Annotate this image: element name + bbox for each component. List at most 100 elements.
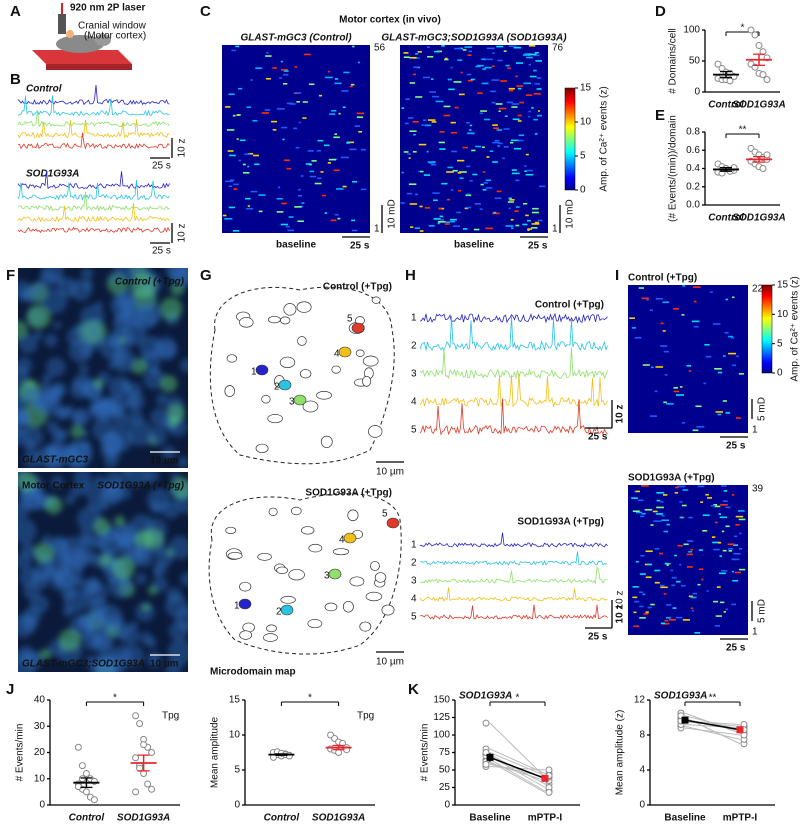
heatmap-event — [468, 50, 472, 53]
heatmap-event — [222, 214, 227, 217]
heatmap-event — [492, 90, 495, 93]
microdomain — [280, 316, 291, 325]
heatmap-event — [722, 400, 727, 402]
microdomain — [320, 435, 333, 448]
x-tick-label: mPTP-I — [723, 813, 758, 824]
trace — [17, 179, 170, 201]
heatmap-event — [641, 512, 646, 515]
panel-label: B — [10, 71, 21, 88]
heatmap-event — [637, 499, 644, 502]
caption: Microdomain map — [210, 667, 296, 678]
data-point — [82, 770, 90, 777]
heatmap-event — [524, 165, 527, 167]
heatmap-event — [480, 110, 487, 112]
microdomain — [224, 385, 235, 397]
heatmap-event — [697, 583, 701, 586]
heatmap-event — [233, 183, 239, 186]
heatmap-event — [424, 124, 431, 127]
heatmap-event — [227, 150, 234, 152]
heatmap-event — [496, 190, 502, 193]
heatmap-event — [282, 138, 285, 141]
condition-label: Control (+Tpg) — [323, 282, 392, 293]
heatmap-event — [732, 296, 735, 299]
heatmap-event — [718, 572, 726, 575]
y-axis-label: (# Events/(min))/domain — [668, 115, 679, 222]
heatmap-event — [415, 53, 419, 55]
heatmap-event — [247, 152, 254, 155]
heatmap-event — [472, 173, 478, 176]
heatmap-event — [301, 202, 305, 204]
microdomain — [362, 355, 379, 367]
heatmap-event — [504, 115, 508, 118]
heatmap-event — [239, 139, 246, 142]
heatmap-event — [649, 415, 657, 417]
data-point — [148, 749, 156, 756]
heatmap-event — [285, 225, 290, 228]
heatmap-event — [281, 126, 288, 129]
heatmap-event — [469, 129, 472, 131]
heatmap-event — [738, 548, 743, 550]
mean-line — [489, 756, 546, 780]
heatmap-event — [733, 544, 739, 546]
heatmap-event — [333, 136, 340, 139]
heatmap-event — [444, 57, 448, 60]
heatmap-title: GLAST-mGC3 (Control) — [240, 33, 352, 44]
heatmap-event — [701, 578, 704, 581]
heatmap-event — [702, 530, 708, 532]
heatmap-event — [511, 169, 517, 171]
heatmap-event — [258, 194, 266, 196]
heatmap-event — [728, 550, 733, 552]
heatmap-event — [407, 153, 411, 155]
heatmap-event — [283, 70, 289, 73]
heatmap-event — [466, 165, 471, 168]
y-tick-label: 125 — [433, 712, 450, 723]
heatmap-event — [440, 219, 445, 221]
heatmap-event — [444, 223, 450, 225]
heatmap-event — [654, 581, 660, 584]
heatmap-event — [412, 73, 416, 76]
heatmap-event — [482, 189, 487, 191]
x-tick-label: Control — [708, 100, 744, 111]
heatmap-event — [327, 162, 331, 164]
heatmap-event — [660, 501, 664, 503]
heatmap-event — [515, 62, 524, 64]
heatmap-event — [298, 121, 301, 124]
heatmap-event — [692, 592, 698, 595]
heatmap-event — [702, 514, 710, 517]
heatmap-event — [430, 163, 437, 166]
heatmap-event — [451, 150, 457, 153]
heatmap-event — [516, 85, 523, 87]
microdomain — [370, 561, 380, 571]
microdomain — [365, 591, 383, 602]
heatmap-event — [650, 603, 655, 606]
heatmap-event — [706, 590, 709, 592]
heatmap-event — [460, 71, 463, 74]
data-point — [482, 760, 490, 768]
heatmap-event — [418, 170, 421, 173]
heatmap-event — [673, 390, 680, 393]
heatmap-event — [503, 128, 510, 130]
heatmap-event — [517, 120, 522, 122]
heatmap-event — [317, 139, 324, 142]
microdomain — [225, 526, 237, 534]
heatmap-event — [493, 211, 497, 214]
heatmap-event — [727, 543, 735, 546]
heatmap-event — [691, 609, 695, 612]
heatmap-event — [638, 591, 644, 594]
heatmap-event — [266, 51, 269, 54]
heatmap-event — [294, 206, 302, 208]
microdomain — [280, 595, 296, 604]
microdomain — [239, 630, 253, 640]
heatmap-event — [342, 106, 346, 109]
heatmap-event — [314, 182, 322, 185]
data-point — [78, 775, 86, 783]
heatmap-event — [276, 197, 283, 200]
heatmap-event — [509, 89, 514, 92]
heatmap-event — [492, 52, 495, 54]
heatmap-event — [334, 213, 339, 216]
heatmap-event — [712, 323, 721, 325]
heatmap-event — [432, 192, 440, 194]
heatmap-event — [228, 93, 235, 96]
heatmap-event — [433, 218, 441, 220]
